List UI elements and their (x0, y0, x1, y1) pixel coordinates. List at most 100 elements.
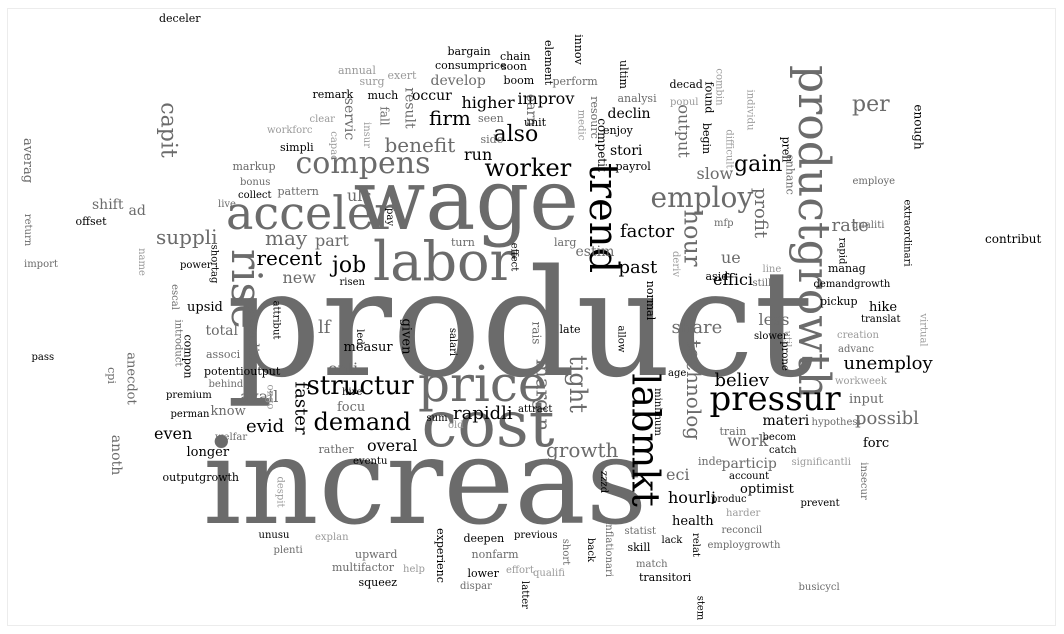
cloud-word-compon: compon (181, 334, 195, 378)
cloud-word-improv: improv (517, 89, 575, 108)
cloud-word-skill: skill (627, 540, 651, 554)
cloud-word-short: short (560, 538, 572, 566)
cloud-word-soon: soon (501, 59, 527, 73)
cloud-word-develop: develop (430, 73, 486, 89)
cloud-word-introduct: introduct (171, 319, 183, 367)
cloud-word-labor: labor (373, 230, 516, 293)
cloud-word-multifactor: multifactor (332, 560, 395, 574)
cloud-word-insur: insur (361, 122, 372, 148)
cloud-word-longer: longer (186, 444, 230, 460)
cloud-word-sum: sum (426, 413, 448, 424)
cloud-word-deceler: deceler (159, 11, 201, 25)
cloud-word-previous: previous (514, 530, 558, 541)
cloud-word-allow: allow (614, 325, 626, 353)
cloud-word-input: input (849, 391, 884, 407)
cloud-word-part: part (315, 231, 349, 250)
cloud-word-averag: averag (19, 137, 35, 183)
cloud-word-live: live (218, 199, 236, 210)
cloud-word-bonus: bonus (240, 177, 271, 188)
cloud-word-fall: fall (377, 106, 392, 126)
cloud-word-demand: demand (313, 408, 411, 436)
cloud-word-train: train (719, 424, 747, 438)
cloud-word-match: match (636, 559, 668, 570)
cloud-word-even: even (154, 424, 193, 443)
cloud-word-harder: harder (726, 508, 761, 519)
cloud-word-experienc: experienc (433, 527, 447, 583)
cloud-word-unusu: unusu (258, 530, 290, 541)
cloud-word-technolog: technolog (682, 339, 707, 441)
cloud-word-ultim: ultim (616, 59, 630, 89)
cloud-word-asid: asid (705, 269, 729, 283)
cloud-word-premium: premium (166, 390, 212, 401)
cloud-word-salari: salari (447, 327, 459, 357)
cloud-word-unemploy: unemploy (843, 353, 933, 374)
cloud-word-bargain: bargain (447, 44, 491, 58)
cloud-word-becom: becom (762, 432, 796, 443)
cloud-word-total: total (205, 323, 239, 339)
cloud-word-growth: growth (546, 438, 619, 462)
cloud-word-rate: rate (831, 215, 869, 236)
cloud-word-hike: hike (869, 299, 898, 315)
cloud-word-employ: employ (650, 181, 754, 214)
cloud-word-optimist: optimist (740, 481, 794, 497)
cloud-word-decad: decad (669, 77, 703, 91)
cloud-word-rapidli: rapidli (453, 403, 513, 424)
cloud-word-upsid: upsid (187, 299, 223, 315)
cloud-word-nonfarm: nonfarm (471, 547, 519, 561)
cloud-word-anoth: anoth (108, 434, 125, 476)
cloud-word-worker: worker (484, 154, 572, 182)
cloud-word-enhanc: enhanc (783, 153, 797, 195)
cloud-word-occur: occur (412, 88, 452, 104)
cloud-word-still: still (752, 278, 772, 289)
cloud-word-given: given (398, 318, 414, 354)
cloud-word-rather: rather (318, 442, 354, 456)
cloud-word-despit: despit (274, 476, 286, 508)
cloud-word-behind: behind (208, 379, 244, 390)
cloud-word-catch: catch (769, 445, 797, 456)
cloud-word-health: health (672, 513, 714, 529)
cloud-word-welfar: welfar (215, 432, 248, 443)
cloud-word-cpi: cpi (104, 366, 118, 384)
cloud-word-attract: attract (518, 404, 553, 415)
cloud-word-associ: associ (206, 347, 241, 361)
cloud-word-structur: structur (306, 371, 414, 401)
cloud-word-ad: ad (128, 203, 146, 219)
cloud-word-latter: latter (518, 581, 530, 609)
cloud-word-eci: eci (666, 465, 690, 484)
cloud-word-unit: unit (524, 115, 547, 129)
cloud-word-extraordinari: extraordinari (901, 199, 913, 267)
cloud-word-estim: estim (575, 244, 615, 260)
cloud-word-acceler: acceler (226, 186, 397, 240)
cloud-word-stem: stem (693, 595, 705, 621)
cloud-word-mfp: mfp (714, 218, 734, 229)
cloud-word-onli: onli (328, 359, 359, 378)
cloud-word-run: run (464, 145, 493, 164)
cloud-word-believ: believ (714, 370, 770, 391)
cloud-word-margin: margin (530, 358, 555, 432)
cloud-word-ulc: ulc (347, 186, 372, 205)
cloud-word-power: power (180, 260, 212, 271)
cloud-word-simpli: simpli (280, 140, 314, 154)
cloud-word-compens: compens (295, 146, 431, 181)
cloud-word-evid: evid (246, 416, 285, 437)
cloud-word-hire: hire (342, 387, 363, 398)
cloud-word-declin: declin (607, 106, 651, 122)
cloud-word-popul: popul (670, 97, 699, 108)
cloud-word-productgrowth: productgrowth (787, 65, 839, 399)
cloud-word-possibl: possibl (855, 408, 919, 429)
cloud-word-reconcil: reconcil (721, 525, 763, 536)
cloud-word-back: back (585, 537, 597, 563)
cloud-word-slower: slower (754, 331, 788, 342)
cloud-word-escal: escal (168, 284, 180, 310)
cloud-word-chain: chain (500, 49, 531, 63)
cloud-word-may: may (265, 226, 308, 250)
cloud-word-boom: boom (503, 73, 535, 87)
cloud-word-payrol: payrol (615, 159, 651, 173)
cloud-word-produc: produc (711, 494, 747, 505)
cloud-word-shortag: shortag (207, 244, 219, 284)
cloud-word-help: help (403, 564, 425, 575)
cloud-word-rapid: rapid (835, 237, 847, 265)
cloud-word-age: age (668, 368, 687, 379)
cloud-word-side: side (480, 132, 504, 146)
cloud-frame (7, 8, 1056, 626)
